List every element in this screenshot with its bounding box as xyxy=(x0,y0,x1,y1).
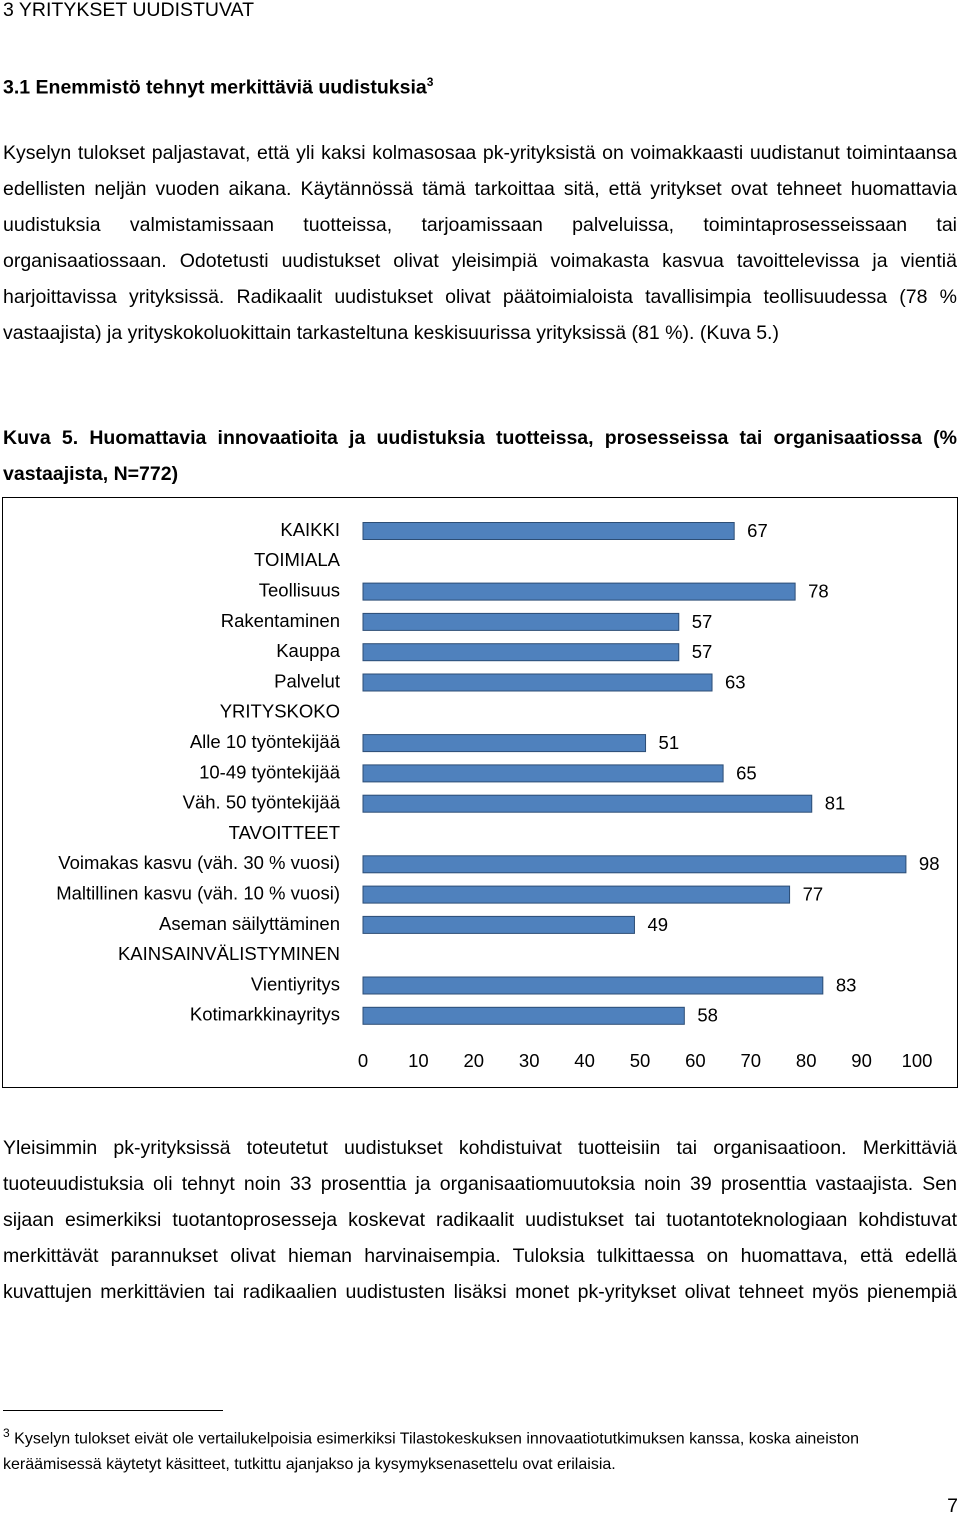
bar xyxy=(362,734,647,753)
data-label: 58 xyxy=(697,1005,718,1026)
x-tick-label: 100 xyxy=(902,1050,933,1071)
y-tick-label: Kauppa xyxy=(276,640,340,661)
heading: 3 YRITYKSET UUDISTUVAT xyxy=(3,0,255,21)
y-tick-label: Vientiyritys xyxy=(251,973,340,994)
data-label: 81 xyxy=(825,793,846,814)
y-tick-label: Teollisuus xyxy=(259,579,340,600)
data-label: 67 xyxy=(747,520,768,541)
y-tick-label: Voimakas kasvu (väh. 30 % vuosi) xyxy=(58,852,340,873)
y-tick-label: Kotimarkkinayritys xyxy=(190,1004,340,1025)
x-tick-label: 30 xyxy=(519,1050,540,1071)
x-tick-label: 40 xyxy=(574,1050,595,1071)
bar xyxy=(362,612,680,631)
data-label: 98 xyxy=(919,853,940,874)
bar xyxy=(362,522,735,540)
bar xyxy=(362,673,713,692)
x-tick-label: 60 xyxy=(685,1050,706,1071)
data-label: 77 xyxy=(803,883,824,904)
y-tick-label: KAIKKI xyxy=(280,519,340,540)
y-tick-label: Maltillinen kasvu (väh. 10 % vuosi) xyxy=(56,882,340,903)
bar xyxy=(362,582,796,601)
y-tick-label: Rakentaminen xyxy=(221,610,340,631)
x-tick-label: 20 xyxy=(464,1050,485,1071)
x-tick-label: 50 xyxy=(630,1050,651,1071)
footnote-rule xyxy=(3,1410,223,1411)
footnote: 3 Kyselyn tulokset eivät ole vertailukel… xyxy=(3,1420,957,1478)
bar xyxy=(362,794,813,813)
footnote-marker: 3 xyxy=(3,1426,10,1440)
footnote-text: Kyselyn tulokset eivät ole vertailukelpo… xyxy=(3,1430,859,1474)
y-tick-label: TAVOITTEET xyxy=(229,822,340,843)
figure-caption: Kuva 5. Huomattavia innovaatioita ja uud… xyxy=(3,427,957,485)
y-tick-label: Väh. 50 työntekijää xyxy=(183,792,341,813)
data-label: 57 xyxy=(692,611,713,632)
bar xyxy=(362,1006,685,1025)
data-label: 57 xyxy=(692,641,713,662)
y-tick-label: 10-49 työntekijää xyxy=(199,761,341,782)
footnote-ref: 3 xyxy=(426,75,434,89)
x-tick-label: 0 xyxy=(358,1050,368,1071)
y-tick-label: Palvelut xyxy=(274,670,340,691)
bar xyxy=(362,855,907,874)
y-tick-label: Alle 10 työntekijää xyxy=(190,731,341,752)
bar xyxy=(362,885,791,904)
data-label: 78 xyxy=(808,580,829,601)
subheading-text: 3.1 Enemmistö tehnyt merkittäviä uudistu… xyxy=(3,76,427,99)
y-tick-label: Aseman säilyttäminen xyxy=(159,913,340,934)
bar xyxy=(362,643,680,662)
data-label: 83 xyxy=(836,974,857,995)
chart: 0 10 20 30 40 50 60 70 80 90 100 KAIKKI 67 TOIMIALA Te… xyxy=(2,497,958,1088)
page-number: 7 xyxy=(947,1495,958,1517)
data-label: 49 xyxy=(647,914,668,935)
x-tick-label: 90 xyxy=(851,1050,872,1071)
x-tick-label: 80 xyxy=(796,1050,817,1071)
bar xyxy=(362,764,724,783)
bar xyxy=(362,915,635,934)
y-tick-label: TOIMIALA xyxy=(254,549,341,570)
data-label: 65 xyxy=(736,762,757,783)
subheading: 3.1 Enemmistö tehnyt merkittäviä uudistu… xyxy=(3,64,957,106)
paragraph: Yleisimmin pk-yrityksissä toteutetut uud… xyxy=(3,1137,957,1303)
paragraph: Kyselyn tulokset paljastavat, että yli k… xyxy=(3,142,957,344)
bar xyxy=(362,976,824,995)
y-tick-label: KAINSAINVÄLISTYMINEN xyxy=(118,943,340,964)
x-tick-label: 70 xyxy=(741,1050,762,1071)
data-label: 63 xyxy=(725,671,746,692)
y-tick-label: YRITYSKOKO xyxy=(220,701,340,722)
data-label: 51 xyxy=(659,732,680,753)
x-tick-label: 10 xyxy=(408,1050,429,1071)
